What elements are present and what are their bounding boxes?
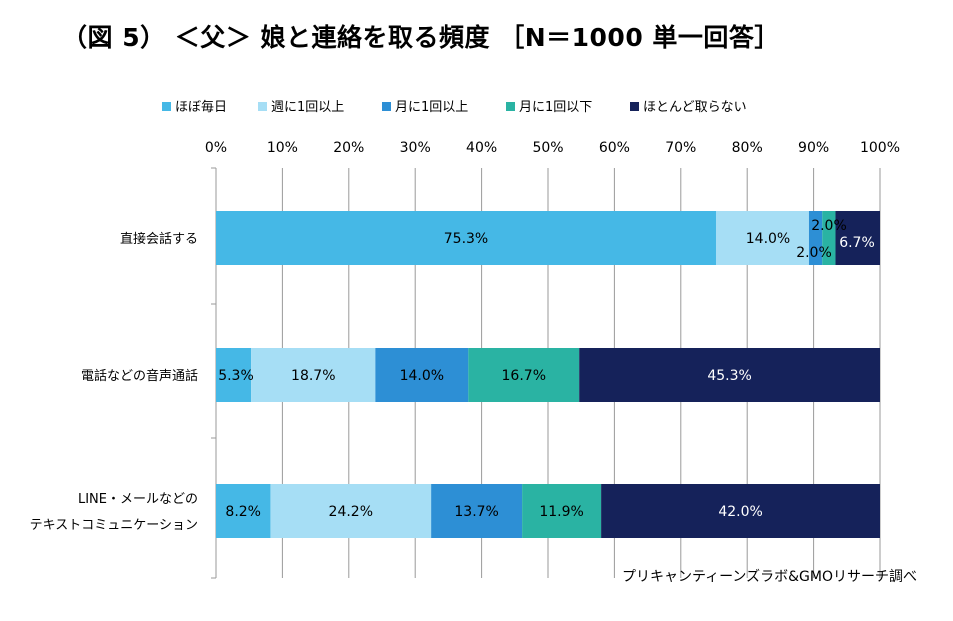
- bar-segment: [375, 348, 469, 402]
- bar-segment: [270, 484, 432, 538]
- data-label: 13.7%: [454, 504, 498, 520]
- legend-swatch: [258, 102, 267, 111]
- bar-segment: [835, 211, 880, 265]
- bar-segment: [601, 484, 880, 538]
- data-label: 8.2%: [225, 504, 261, 520]
- data-label: 2.0%: [796, 245, 832, 261]
- bar-segment: [808, 211, 823, 265]
- x-tick-label: 20%: [333, 140, 364, 156]
- legend-label: 週に1回以上: [271, 100, 344, 115]
- data-label: 2.0%: [811, 218, 847, 234]
- x-tick-label: 80%: [732, 140, 763, 156]
- x-tick-label: 30%: [400, 140, 431, 156]
- legend-swatch: [162, 102, 171, 111]
- bar-segment: [522, 484, 602, 538]
- bar-segment: [216, 484, 271, 538]
- legend-swatch: [630, 102, 639, 111]
- x-tick-label: 50%: [532, 140, 563, 156]
- data-label: 42.0%: [718, 504, 762, 520]
- data-label: 6.7%: [839, 235, 875, 251]
- legend-swatch: [506, 102, 515, 111]
- legend-swatch: [382, 102, 391, 111]
- data-label: 11.9%: [539, 504, 583, 520]
- x-tick-label: 10%: [267, 140, 298, 156]
- data-label: 14.0%: [400, 368, 444, 384]
- x-tick-label: 90%: [798, 140, 829, 156]
- data-label: 24.2%: [329, 504, 373, 520]
- x-tick-label: 0%: [205, 140, 227, 156]
- bar-segment: [579, 348, 880, 402]
- legend-label: 月に1回以上: [395, 100, 468, 115]
- category-label: テキストコミュニケーション: [30, 518, 198, 533]
- data-label: 75.3%: [444, 231, 488, 247]
- x-tick-label: 60%: [599, 140, 630, 156]
- x-tick-label: 70%: [665, 140, 696, 156]
- x-tick-label: 100%: [860, 140, 900, 156]
- bar-segment: [468, 348, 580, 402]
- data-label: 16.7%: [502, 368, 546, 384]
- category-label: 電話などの音声通話: [81, 368, 198, 384]
- data-label: 5.3%: [218, 368, 254, 384]
- bar-segment: [431, 484, 523, 538]
- bar-segment: [216, 211, 716, 265]
- legend-label: 月に1回以下: [519, 100, 592, 115]
- category-label: 直接会話する: [120, 231, 198, 247]
- bar-segment: [251, 348, 376, 402]
- data-label: 45.3%: [707, 368, 751, 384]
- source-credit: プリキャンティーンズラボ&GMOリサーチ調べ: [621, 569, 917, 585]
- data-label: 14.0%: [746, 231, 790, 247]
- category-label: LINE・メールなどの: [78, 492, 198, 507]
- bar-segment: [216, 348, 252, 402]
- data-label: 18.7%: [291, 368, 335, 384]
- chart-title: （図 5） ＜父＞ 娘と連絡を取る頻度 ［N＝1000 単一回答］: [62, 23, 780, 52]
- x-tick-label: 40%: [466, 140, 497, 156]
- bar-segment: [715, 211, 809, 265]
- legend-label: ほとんど取らない: [643, 100, 747, 115]
- bar-segment: [822, 211, 836, 265]
- legend-label: ほぼ毎日: [175, 99, 227, 115]
